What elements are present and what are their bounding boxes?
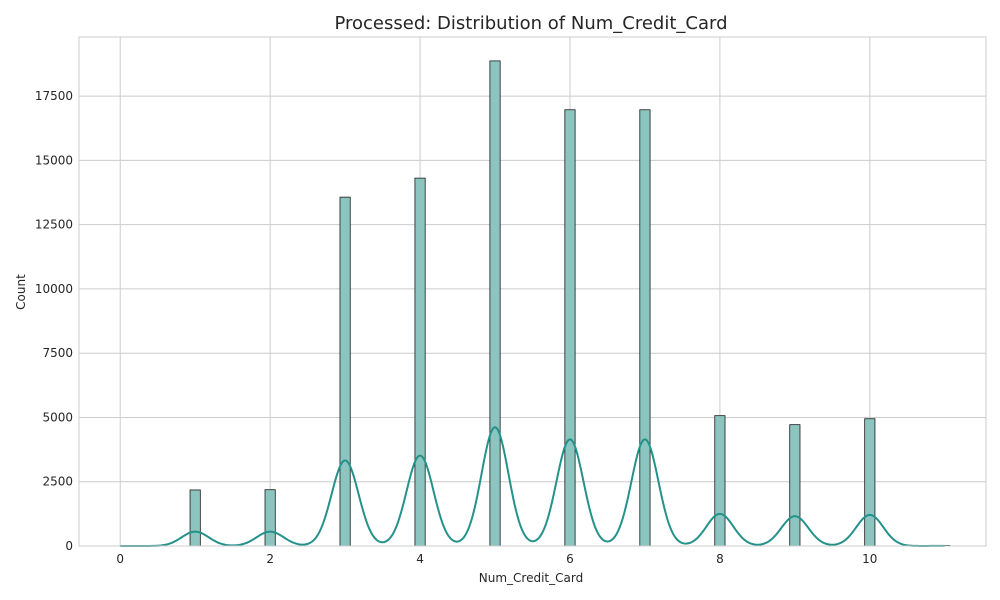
histogram-bar [639,109,651,547]
x-tick-label: 4 [416,552,424,566]
histogram-bar [414,177,426,547]
y-tick-label: 0 [65,539,73,553]
x-ticks: 0 2 4 6 8 10 [116,552,877,566]
histogram-bar [489,60,501,547]
histogram-bar [264,489,276,547]
plot-frame [78,36,987,547]
y-tick-label: 17500 [35,89,73,103]
histogram-bar [714,415,726,547]
histogram-bar [564,109,576,547]
kde-layer [120,426,945,547]
histogram-bar [339,196,351,547]
x-tick-label: 6 [566,552,574,566]
y-tick-label: 2500 [42,475,73,489]
histogram-bar [789,424,801,547]
y-tick-label: 10000 [35,282,73,296]
chart-title: Processed: Distribution of Num_Credit_Ca… [334,13,727,34]
grid-layer [79,37,986,547]
y-tick-label: 5000 [42,410,73,424]
kde-curve [120,426,945,547]
y-tick-label: 12500 [35,218,73,232]
histogram-bar [189,489,201,547]
x-tick-label: 8 [716,552,724,566]
y-tick-label: 7500 [42,346,73,360]
y-axis-label: Count [14,274,28,310]
histogram-bar [864,418,876,547]
y-ticks: 0 2500 5000 7500 10000 12500 15000 17500 [35,89,73,553]
x-axis-label: Num_Credit_Card [479,571,583,585]
y-tick-label: 15000 [35,153,73,167]
x-tick-label: 0 [116,552,124,566]
bars-layer [189,60,951,547]
x-tick-label: 2 [266,552,274,566]
x-tick-label: 10 [862,552,877,566]
